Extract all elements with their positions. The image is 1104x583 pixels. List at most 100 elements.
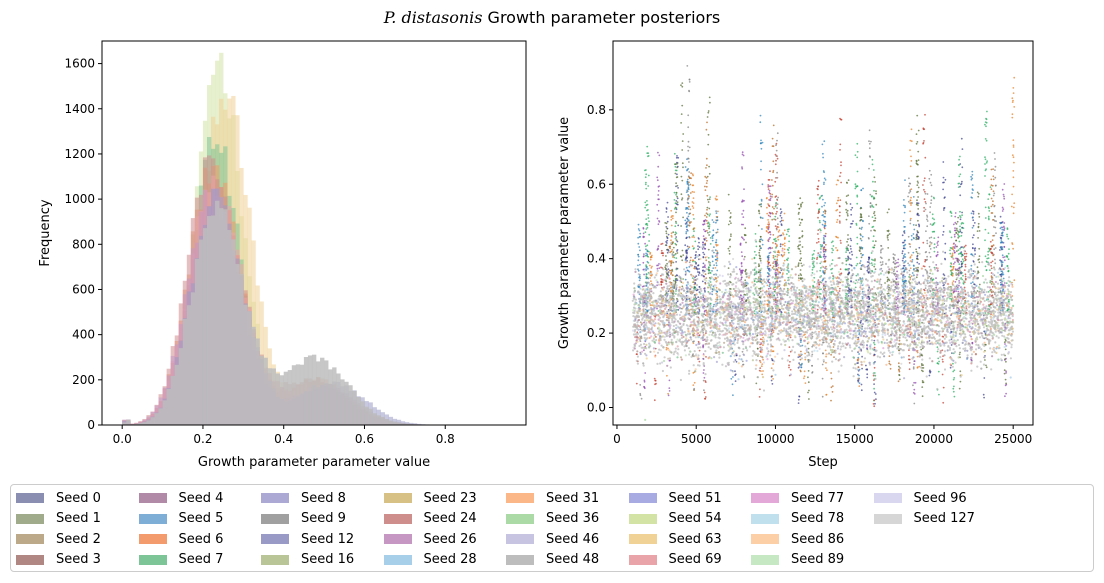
trace-point xyxy=(840,161,842,164)
trace-point xyxy=(688,78,691,81)
trace-point xyxy=(916,202,918,204)
trace-point xyxy=(990,288,992,291)
trace-point xyxy=(675,222,678,225)
trace-point xyxy=(688,270,691,273)
trace-point xyxy=(646,224,649,227)
trace-point xyxy=(953,251,956,254)
trace-point xyxy=(957,216,960,219)
trace-point xyxy=(954,215,957,218)
trace-point xyxy=(959,173,962,176)
trace-point xyxy=(961,226,964,229)
trace-point xyxy=(924,287,927,289)
trace-point xyxy=(668,379,671,382)
trace-point xyxy=(637,285,640,288)
trace-point xyxy=(774,225,777,228)
trace-point xyxy=(923,140,925,142)
trace-point xyxy=(912,251,915,254)
trace-point xyxy=(776,256,779,258)
trace-point xyxy=(962,274,964,277)
trace-point xyxy=(924,201,927,203)
trace-point xyxy=(837,285,839,288)
trace-point xyxy=(866,376,869,379)
trace-point xyxy=(978,283,981,286)
trace-point xyxy=(847,238,849,241)
trace-point xyxy=(855,279,858,282)
trace-point xyxy=(646,276,649,279)
trace-point xyxy=(786,273,788,275)
trace-point xyxy=(702,251,705,254)
trace-point xyxy=(773,258,776,261)
trace-point xyxy=(1011,97,1014,100)
trace-point xyxy=(759,259,762,262)
trace-point xyxy=(988,207,990,210)
trace-point xyxy=(698,286,701,288)
trace-point xyxy=(942,188,944,191)
trace-point xyxy=(971,247,974,249)
trace-point xyxy=(831,251,833,254)
trace-point xyxy=(727,247,730,250)
trace-point xyxy=(1008,248,1010,251)
histogram-bar xyxy=(227,230,232,425)
trace-point xyxy=(666,312,669,315)
trace-point xyxy=(818,284,820,286)
trace-point xyxy=(994,169,996,172)
trace-point xyxy=(928,340,931,342)
trace-point xyxy=(674,280,677,283)
trace-point xyxy=(670,218,673,221)
trace-point xyxy=(938,393,940,396)
trace-point xyxy=(860,256,863,259)
trace-point xyxy=(817,241,820,243)
trace-point xyxy=(822,170,825,172)
trace-point xyxy=(769,199,772,202)
trace-point xyxy=(701,248,704,250)
trace-point xyxy=(993,274,996,277)
trace-point xyxy=(836,208,839,211)
histogram-bar xyxy=(198,239,204,425)
trace-point xyxy=(767,226,770,229)
trace-point xyxy=(680,193,683,196)
trace-point xyxy=(768,267,770,270)
trace-point xyxy=(978,216,981,218)
trace-point xyxy=(822,237,825,239)
trace-point xyxy=(645,273,648,275)
trace-point xyxy=(654,379,656,382)
trace-point xyxy=(868,237,870,240)
trace-point xyxy=(702,344,705,347)
trace-point xyxy=(821,205,823,208)
trace-point xyxy=(897,258,900,261)
trace-point xyxy=(868,298,871,301)
histogram-y-tick-label: 1200 xyxy=(64,147,95,161)
trace-point xyxy=(779,243,782,246)
trace-point xyxy=(848,300,851,303)
trace-point xyxy=(687,126,690,129)
trace-point xyxy=(880,264,883,266)
trace-point xyxy=(732,376,734,378)
trace-point xyxy=(703,270,706,272)
trace-point xyxy=(707,198,709,201)
histogram-bar xyxy=(303,357,309,425)
trace-point xyxy=(931,217,934,220)
trace-point xyxy=(783,229,786,232)
trace-point xyxy=(705,239,708,242)
trace-point xyxy=(811,256,814,259)
trace-point xyxy=(813,265,816,268)
trace-point xyxy=(823,204,826,207)
trace-point xyxy=(984,239,986,242)
trace-point xyxy=(985,269,988,272)
trace-point xyxy=(779,245,782,248)
trace-point xyxy=(909,267,912,270)
trace-point xyxy=(670,224,673,227)
trace-point xyxy=(714,267,717,269)
trace-point xyxy=(666,251,669,254)
trace-point xyxy=(1004,378,1007,381)
trace-point xyxy=(665,346,668,349)
trace-point xyxy=(824,221,827,223)
trace-point xyxy=(857,336,860,339)
histogram-panel: 0.0 0.2 0.4 0.6 0.8 020040060080010001200140… xyxy=(38,40,527,470)
trace-point xyxy=(702,372,705,374)
trace-point xyxy=(713,264,715,266)
trace-point xyxy=(918,225,921,228)
trace-point xyxy=(910,160,913,162)
trace-point xyxy=(701,280,704,283)
trace-point xyxy=(775,144,777,147)
